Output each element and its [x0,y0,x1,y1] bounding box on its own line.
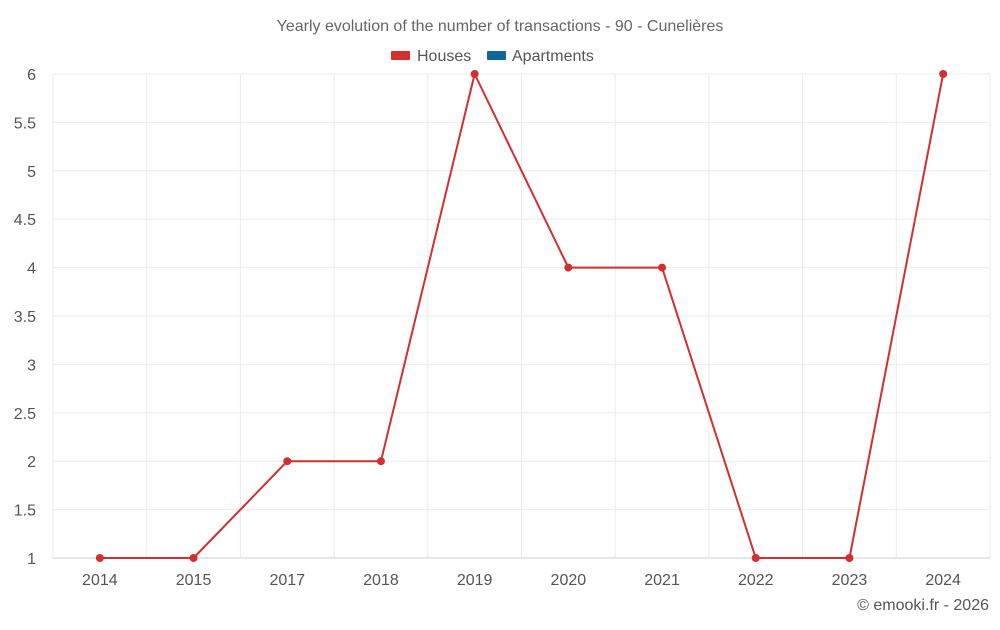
y-tick-label: 4 [27,261,36,278]
series-houses [95,70,948,562]
x-tick-label: 2022 [738,572,774,589]
grid [52,73,991,559]
x-tick-label: 2020 [551,572,587,589]
legend-item-houses[interactable]: Houses [391,48,471,65]
data-point[interactable] [939,70,948,78]
credit-text: © emooki.fr - 2026 [857,597,989,614]
legend-swatch-apartments [487,51,506,60]
data-point[interactable] [658,263,667,272]
y-tick-label: 3 [27,357,36,374]
legend: Houses Apartments [391,48,594,65]
data-point[interactable] [845,554,854,562]
y-tick-label: 4.5 [14,212,36,229]
y-tick-label: 3.5 [14,309,36,326]
y-tick-label: 2.5 [14,406,36,423]
legend-swatch-houses [391,51,410,60]
chart-title: Yearly evolution of the number of transa… [277,18,724,35]
y-tick-label: 2 [27,454,36,471]
y-tick-label: 1 [27,551,36,568]
legend-label-houses: Houses [417,48,471,65]
x-axis: 2014 2015 2017 2018 2019 2020 2021 2022 2023 2024 [53,557,990,589]
legend-item-apartments[interactable]: Apartments [487,48,594,65]
data-point[interactable] [564,263,573,272]
y-axis: 1 1.5 2 2.5 3 3.5 4 4.5 5 5.5 6 [14,67,36,568]
x-tick-label: 2018 [363,572,399,589]
x-tick-label: 2017 [269,572,305,589]
series-line-houses [99,73,945,559]
legend-label-apartments: Apartments [512,48,594,65]
y-tick-label: 1.5 [14,503,36,520]
x-tick-label: 2024 [925,572,961,589]
data-point[interactable] [751,554,760,562]
x-tick-label: 2015 [176,572,212,589]
x-tick-label: 2019 [457,572,493,589]
y-tick-label: 6 [27,67,36,84]
x-tick-label: 2021 [644,572,680,589]
data-point[interactable] [283,457,292,466]
y-tick-label: 5.5 [14,115,36,132]
x-tick-label: 2014 [82,572,118,589]
data-point[interactable] [470,70,479,78]
data-point[interactable] [189,554,198,562]
y-tick-label: 5 [27,164,36,181]
x-tick-label: 2023 [832,572,868,589]
data-point[interactable] [376,457,385,466]
data-point[interactable] [95,554,104,562]
